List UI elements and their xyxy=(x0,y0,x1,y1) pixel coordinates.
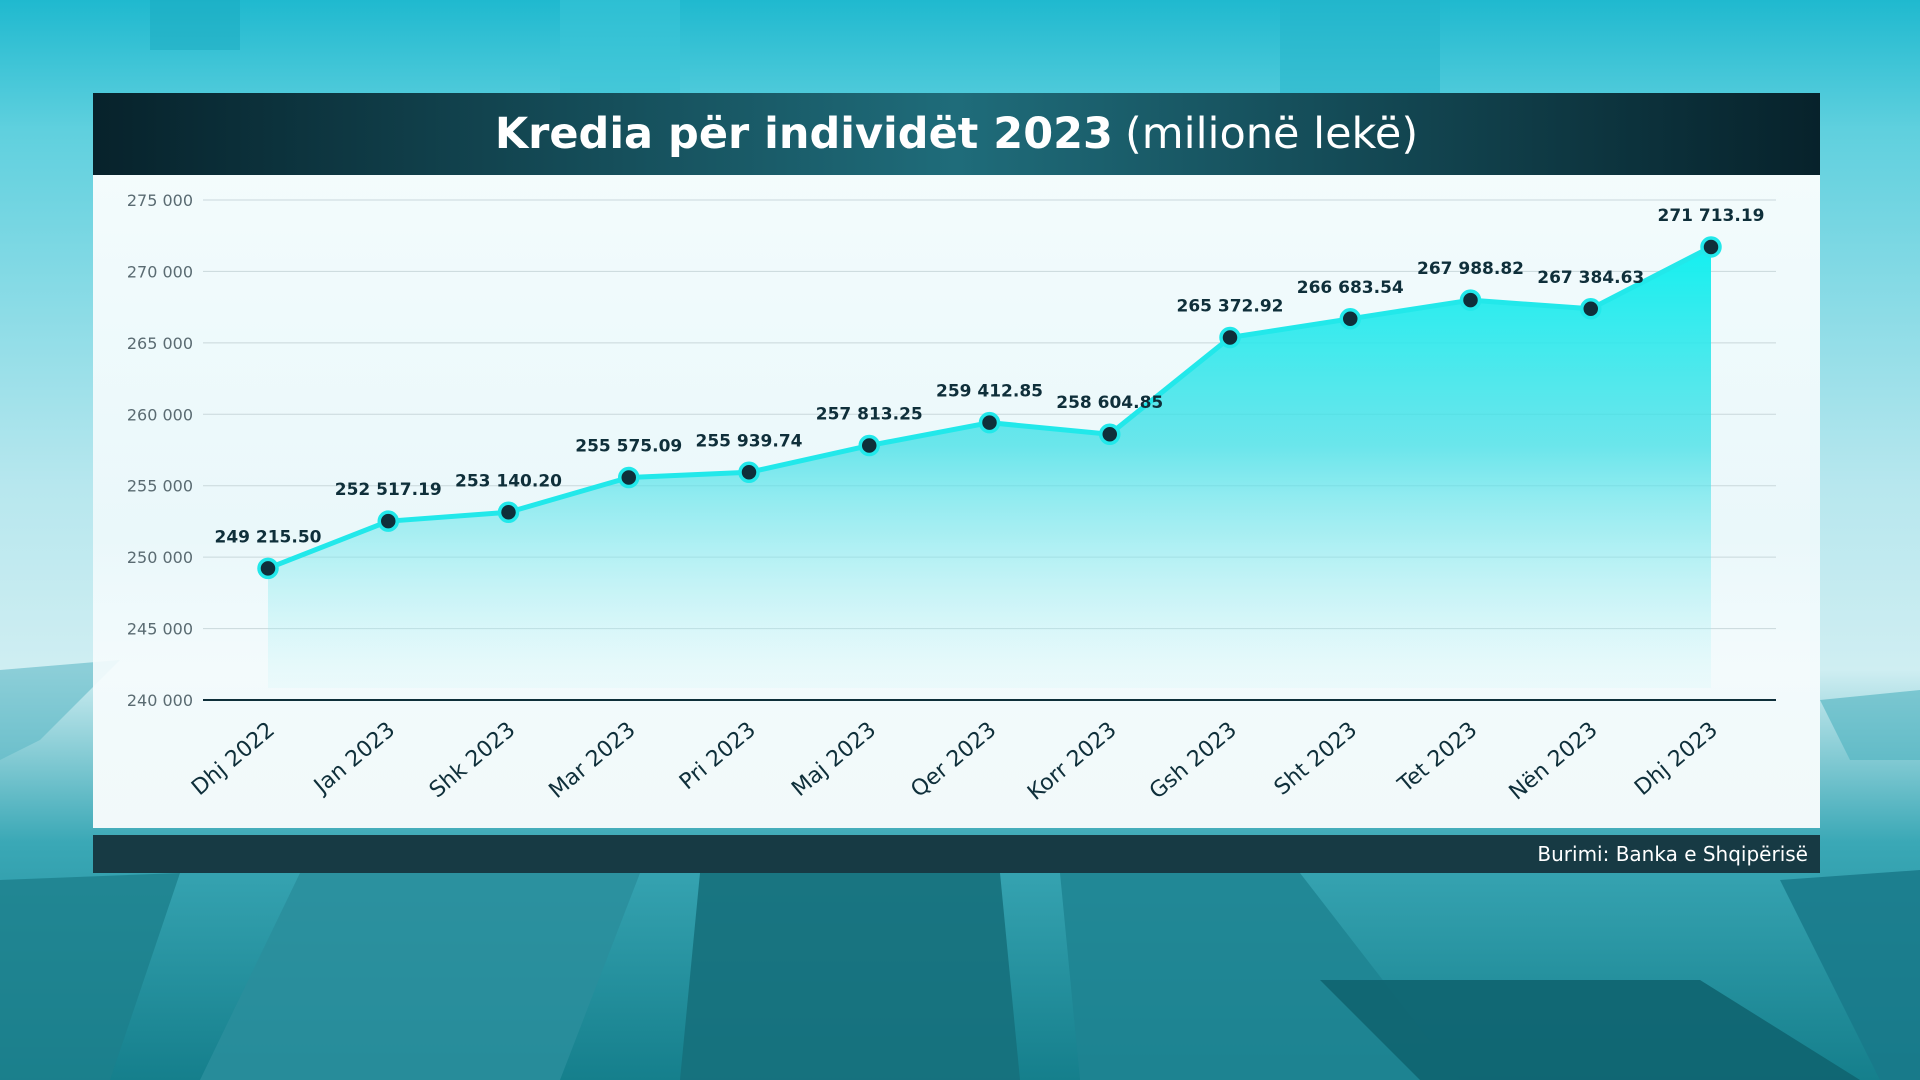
data-label: 267 384.63 xyxy=(1537,268,1644,288)
x-tick-label: Mar 2023 xyxy=(544,717,640,803)
y-tick-label: 260 000 xyxy=(127,405,193,424)
x-tick-label: Gsh 2023 xyxy=(1145,717,1242,804)
data-point xyxy=(1219,326,1241,349)
data-point xyxy=(738,461,760,484)
x-tick-label: Shk 2023 xyxy=(425,717,520,803)
x-tick-label: Maj 2023 xyxy=(787,717,881,801)
chart-title: Kredia për individët 2023 xyxy=(494,109,1113,159)
data-label: 255 939.74 xyxy=(695,431,802,451)
data-point xyxy=(377,510,399,532)
data-point xyxy=(1339,308,1361,330)
x-tick-label: Sht 2023 xyxy=(1270,717,1362,800)
y-tick-label: 265 000 xyxy=(127,334,193,353)
data-label: 257 813.25 xyxy=(816,405,923,425)
data-label: 271 713.19 xyxy=(1657,206,1764,226)
x-tick-label: Nën 2023 xyxy=(1505,717,1603,805)
x-tick-label: Pri 2023 xyxy=(675,717,761,795)
data-point xyxy=(497,501,520,524)
chart-card: Kredia për individët 2023 (milionë lekë)… xyxy=(93,93,1820,873)
data-point xyxy=(1700,236,1722,258)
x-tick-label: Jan 2023 xyxy=(308,717,400,800)
data-label: 258 604.85 xyxy=(1056,393,1163,413)
y-tick-label: 275 000 xyxy=(127,191,193,210)
data-point xyxy=(1459,289,1482,311)
data-label: 249 215.50 xyxy=(214,527,321,547)
source-text: Burimi: Banka e Shqipërisë xyxy=(1537,842,1808,866)
y-tick-label: 270 000 xyxy=(127,262,193,281)
y-tick-label: 255 000 xyxy=(127,477,193,496)
y-tick-label: 245 000 xyxy=(127,620,193,639)
x-tick-label: Korr 2023 xyxy=(1023,717,1121,805)
data-point xyxy=(1099,423,1121,445)
chart-unit: (milionë lekë) xyxy=(1124,109,1419,159)
data-label: 253 140.20 xyxy=(455,471,562,491)
data-label: 252 517.19 xyxy=(335,480,442,500)
data-point xyxy=(858,434,880,457)
area-fill xyxy=(268,246,1711,688)
data-point xyxy=(978,411,1001,434)
x-tick-label: Dhj 2023 xyxy=(1630,717,1723,800)
data-label: 255 575.09 xyxy=(575,436,682,456)
data-label: 267 988.82 xyxy=(1417,259,1524,279)
x-tick-label: Dhj 2022 xyxy=(187,717,280,800)
title-bar: Kredia për individët 2023 (milionë lekë) xyxy=(93,93,1820,175)
x-tick-label: Tet 2023 xyxy=(1393,717,1482,798)
data-point xyxy=(1580,298,1602,320)
x-tick-label: Qer 2023 xyxy=(906,717,1001,802)
data-point xyxy=(257,557,279,580)
chart-svg: 249 215.50 252 517.19 253 140.20 255 575.09… xyxy=(127,191,1776,806)
y-tick-label: 240 000 xyxy=(127,691,193,710)
data-point xyxy=(618,466,640,489)
data-label: 266 683.54 xyxy=(1297,278,1404,298)
data-label: 259 412.85 xyxy=(936,382,1043,402)
y-tick-label: 250 000 xyxy=(127,548,193,567)
plot-area: 249 215.50 252 517.19 253 140.20 255 575.09… xyxy=(93,175,1820,828)
footer-bar: Burimi: Banka e Shqipërisë xyxy=(93,835,1820,873)
data-label: 265 372.92 xyxy=(1176,297,1283,317)
